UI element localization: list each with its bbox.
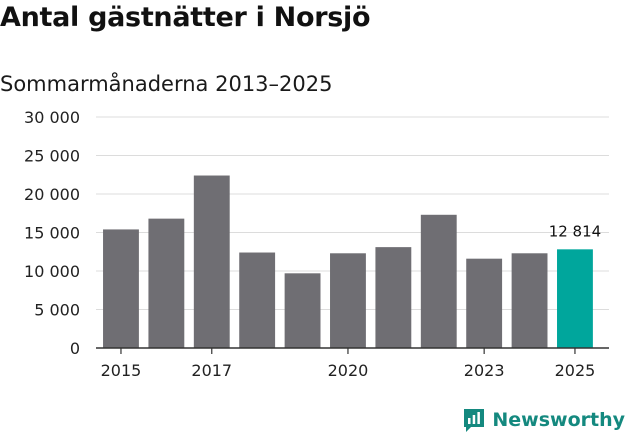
highlight-value-label: 12 814 [549, 222, 602, 240]
y-tick-label: 15 000 [24, 224, 80, 243]
x-tick-label: 2023 [464, 361, 505, 380]
bar-2022 [420, 214, 457, 348]
bar-2020 [330, 253, 366, 348]
x-tick-label: 2017 [191, 361, 232, 380]
bar-2025 [557, 249, 593, 348]
x-tick-label: 2025 [555, 361, 596, 380]
y-tick-label: 0 [70, 339, 80, 358]
y-tick-label: 30 000 [24, 108, 80, 127]
bar-chart: 0 5 000 10 000 15 000 20 000 25 000 30 000 201… [24, 108, 609, 380]
chart-subtitle: Sommarmånaderna 2013–2025 [0, 72, 333, 96]
x-tick-label: 2020 [328, 361, 369, 380]
y-tick-label: 5 000 [34, 301, 80, 320]
newsworthy-logo-icon [464, 409, 485, 432]
bar-2021 [375, 247, 412, 348]
y-tick-label: 10 000 [24, 262, 80, 281]
chart-title: Antal gästnätter i Norsjö [0, 2, 371, 33]
bar-2017 [193, 175, 230, 348]
y-tick-label: 20 000 [24, 185, 80, 204]
newsworthy-wordmark: Newsworthy [492, 409, 625, 431]
x-tick-label: 2015 [101, 361, 142, 380]
bar-2016 [148, 218, 185, 348]
y-tick-label: 25 000 [24, 147, 80, 166]
bar-2024 [511, 253, 548, 348]
bar-2023 [466, 258, 503, 348]
newsworthy-brand: Newsworthy [462, 407, 625, 433]
x-axis: 2015 2017 2020 2023 2025 [96, 347, 609, 380]
y-axis-tick-labels: 0 5 000 10 000 15 000 20 000 25 000 30 000 [24, 108, 80, 358]
bar-2019 [284, 273, 321, 348]
bars [103, 175, 593, 348]
bar-2015 [103, 229, 139, 348]
bar-2018 [239, 252, 276, 348]
annotations: 12 814 [549, 222, 602, 240]
